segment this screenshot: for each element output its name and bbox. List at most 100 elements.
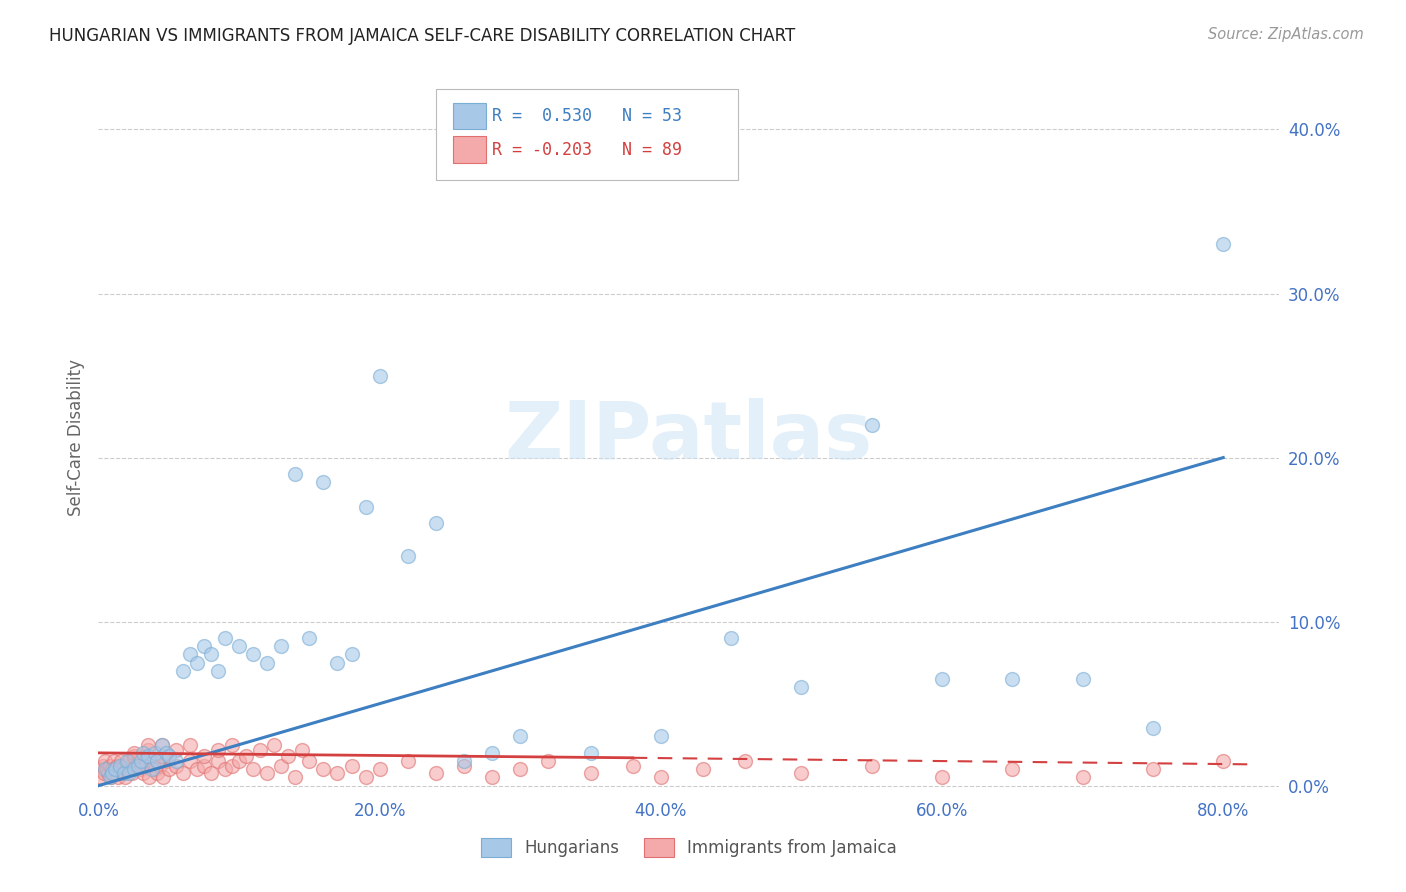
Point [115,754,138,768]
Text: R =  0.530   N = 53: R = 0.530 N = 53 [492,107,682,125]
Point [270,759,292,773]
Point [172,664,194,678]
Point [193,639,215,653]
Point [425,516,447,531]
Point [270,639,292,653]
Point [221,759,243,773]
Point [165,759,187,773]
Point [124,759,146,773]
Point [509,762,531,776]
Point [453,754,475,768]
Point [1142,721,1164,735]
Point [291,742,314,756]
Point [650,771,672,785]
Point [621,759,644,773]
Y-axis label: Self-Care Disability: Self-Care Disability [66,359,84,516]
Point [368,368,391,383]
Point [1001,762,1024,776]
Point [242,762,264,776]
Point [132,746,155,760]
Point [354,500,377,514]
Point [179,738,201,752]
Point [118,754,141,768]
Point [93,765,115,780]
Point [179,754,201,768]
Point [91,759,114,773]
Point [129,762,152,776]
Text: HUNGARIAN VS IMMIGRANTS FROM JAMAICA SELF-CARE DISABILITY CORRELATION CHART: HUNGARIAN VS IMMIGRANTS FROM JAMAICA SEL… [49,27,796,45]
Point [132,765,155,780]
Point [121,765,143,780]
Point [221,738,243,752]
Point [1142,762,1164,776]
Point [298,631,321,645]
Point [228,754,250,768]
Point [136,742,159,756]
Point [860,417,883,432]
Point [89,762,111,776]
Point [340,648,363,662]
Point [122,762,145,776]
Point [1071,672,1094,686]
Point [110,754,132,768]
Point [165,754,187,768]
Point [396,754,419,768]
Point [155,746,177,760]
Point [122,749,145,764]
Point [354,771,377,785]
Point [101,762,124,776]
Point [122,746,145,760]
Point [157,749,180,764]
Point [136,738,159,752]
Point [720,631,742,645]
Point [146,754,169,768]
Point [186,656,208,670]
Point [97,765,120,780]
Text: Source: ZipAtlas.com: Source: ZipAtlas.com [1208,27,1364,42]
Point [94,754,117,768]
Point [111,765,134,780]
Point [135,759,157,773]
Point [579,765,602,780]
Point [200,648,222,662]
Point [104,762,127,776]
Point [152,771,174,785]
Point [94,762,117,776]
Point [138,771,160,785]
Text: ZIPatlas: ZIPatlas [505,398,873,476]
Point [179,648,201,662]
Point [326,656,349,670]
Point [537,754,560,768]
Point [579,746,602,760]
Point [214,631,236,645]
Point [150,738,173,752]
Point [112,765,135,780]
Point [340,759,363,773]
Point [207,664,229,678]
Point [143,746,166,760]
Point [207,754,229,768]
Point [114,771,136,785]
Point [931,672,953,686]
Point [326,765,349,780]
Point [1071,771,1094,785]
Point [312,762,335,776]
Point [242,648,264,662]
Point [368,762,391,776]
Point [101,765,124,780]
Point [150,749,173,764]
Point [425,765,447,780]
Point [235,749,257,764]
Point [157,762,180,776]
Legend: Hungarians, Immigrants from Jamaica: Hungarians, Immigrants from Jamaica [474,831,904,864]
Point [98,771,121,785]
Point [107,771,129,785]
Point [98,759,121,773]
Point [650,730,672,744]
Point [108,762,131,776]
Point [228,639,250,653]
Point [200,765,222,780]
Text: R = -0.203   N = 89: R = -0.203 N = 89 [492,141,682,159]
Point [115,762,138,776]
Point [165,742,187,756]
